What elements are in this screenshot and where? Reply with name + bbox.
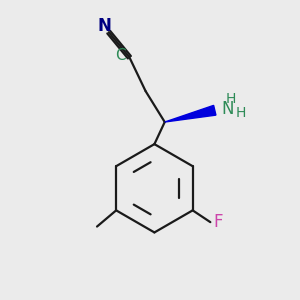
- Text: C: C: [115, 48, 125, 63]
- Text: N: N: [98, 17, 111, 35]
- Text: N: N: [221, 100, 233, 118]
- Text: F: F: [213, 213, 222, 231]
- Polygon shape: [165, 105, 216, 122]
- Text: H: H: [226, 92, 236, 106]
- Text: H: H: [236, 106, 246, 120]
